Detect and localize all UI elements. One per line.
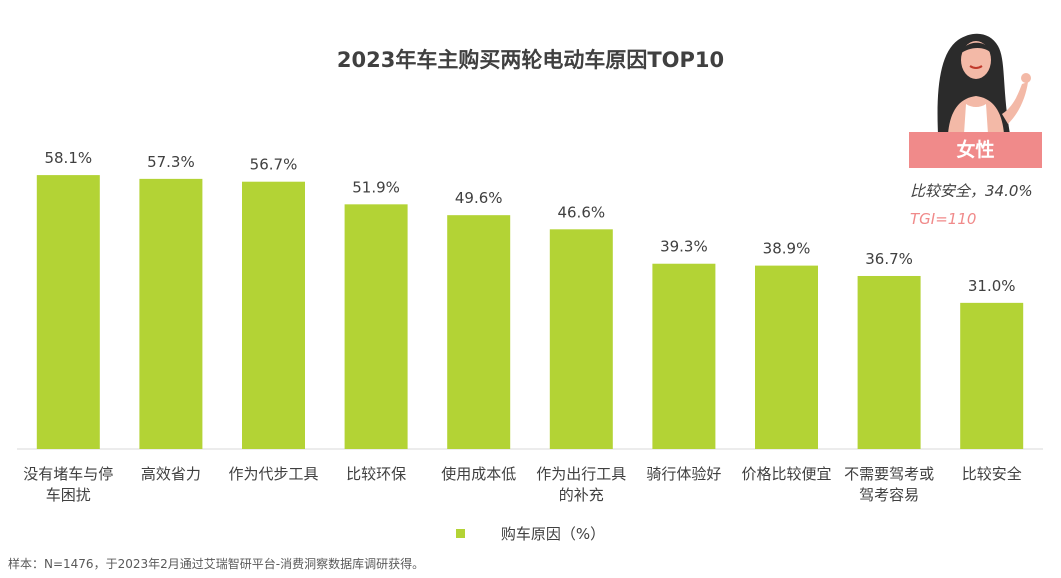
category-label: 高效省力 xyxy=(141,465,201,483)
legend-swatch xyxy=(455,529,465,538)
category-label: 车困扰 xyxy=(46,486,91,504)
woman-illustration-icon xyxy=(937,33,1031,134)
chart-title: 2023年车主购买两轮电动车原因TOP10 xyxy=(336,48,725,72)
bar xyxy=(652,263,716,449)
source-note: 样本：N=1476，于2023年2月通过艾瑞智研平台-消费洞察数据库调研获得。 xyxy=(8,557,425,571)
category-label: 作为代步工具 xyxy=(228,465,318,483)
bar xyxy=(36,175,100,449)
bar xyxy=(344,204,408,449)
data-label: 57.3% xyxy=(147,153,195,171)
bar xyxy=(139,178,203,449)
callout-note: 比较安全，34.0% xyxy=(910,182,1033,200)
gender-badge: 女性 xyxy=(909,132,1042,168)
data-label: 56.7% xyxy=(250,156,298,174)
data-label: 36.7% xyxy=(865,250,913,268)
category-label: 骑行体验好 xyxy=(646,465,721,483)
legend: 购车原因（%） xyxy=(0,523,1061,544)
bar xyxy=(755,265,818,449)
bar xyxy=(242,181,305,449)
category-label: 比较安全 xyxy=(962,465,1022,483)
data-label: 31.0% xyxy=(968,277,1016,295)
category-label: 没有堵车与停 xyxy=(23,465,113,483)
data-label: 58.1% xyxy=(44,149,92,167)
data-label: 46.6% xyxy=(557,203,605,221)
category-label: 驾考容易 xyxy=(859,486,919,504)
bar xyxy=(447,215,511,449)
bar xyxy=(857,275,921,449)
legend-label: 购车原因（%） xyxy=(500,525,606,543)
category-label: 使用成本低 xyxy=(441,465,516,483)
bar xyxy=(549,229,613,449)
data-label: 51.9% xyxy=(352,178,400,196)
category-label: 的补充 xyxy=(559,486,604,504)
category-label: 价格比较便宜 xyxy=(741,465,831,483)
data-label: 49.6% xyxy=(455,189,503,207)
category-label: 不需要驾考或 xyxy=(844,465,934,483)
bar xyxy=(960,302,1024,449)
callout-tgi: TGI=110 xyxy=(910,210,977,228)
data-label: 39.3% xyxy=(660,238,708,256)
data-label: 38.9% xyxy=(763,240,811,258)
category-label: 比较环保 xyxy=(346,465,406,483)
category-label: 作为出行工具 xyxy=(536,465,626,483)
